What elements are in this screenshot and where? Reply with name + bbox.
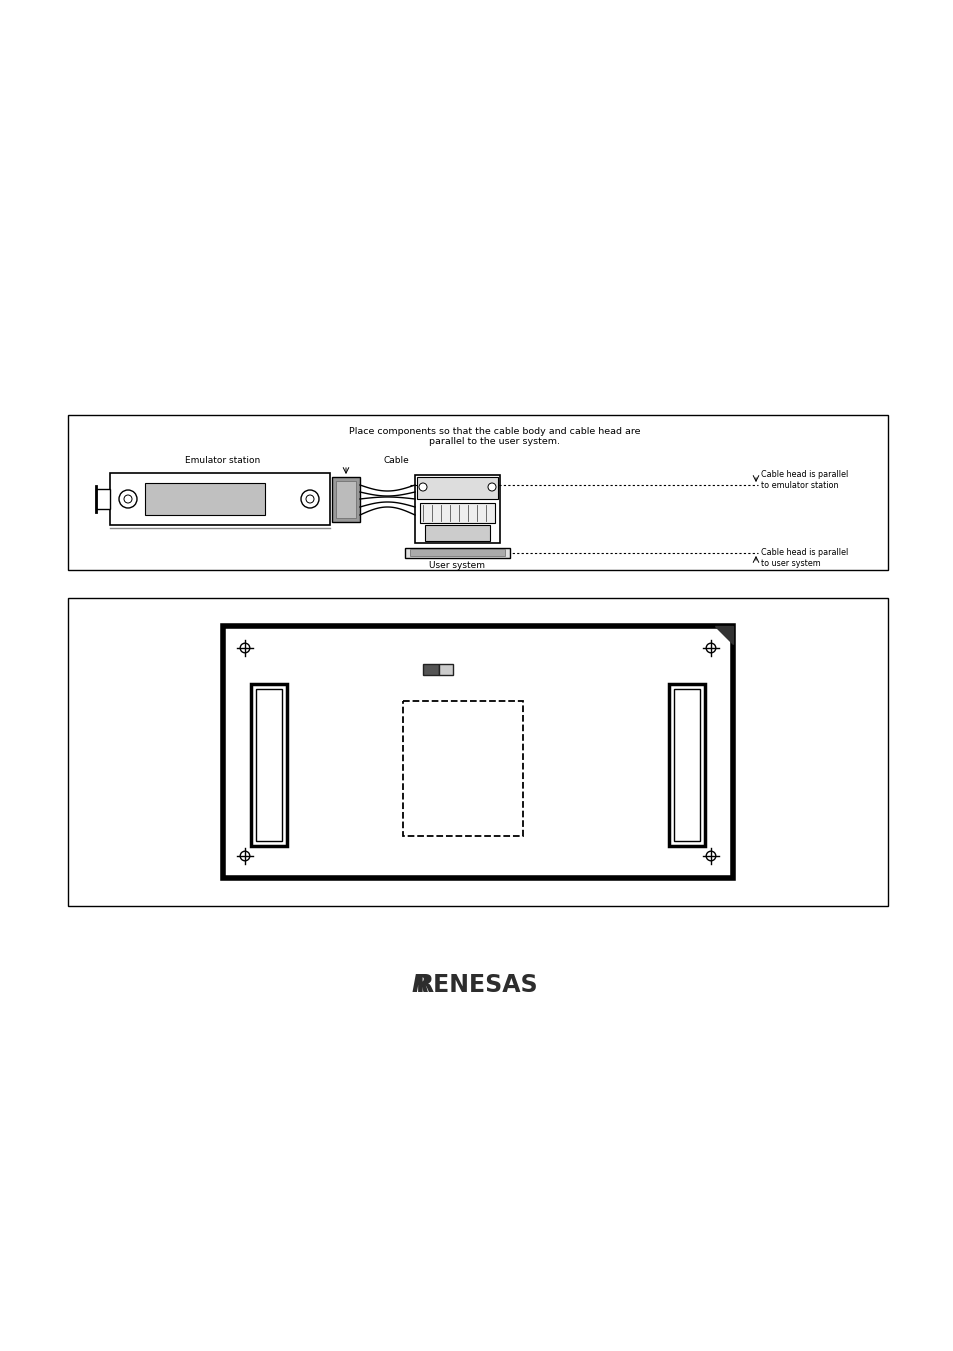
Polygon shape xyxy=(714,626,732,644)
Bar xyxy=(145,484,265,515)
Bar xyxy=(422,663,438,676)
Bar xyxy=(419,503,495,523)
Bar xyxy=(68,415,887,570)
Circle shape xyxy=(119,490,137,508)
Text: RENESAS: RENESAS xyxy=(416,973,537,997)
Bar xyxy=(332,477,359,521)
Circle shape xyxy=(301,490,318,508)
Bar xyxy=(668,684,704,846)
Bar xyxy=(410,549,504,557)
Circle shape xyxy=(124,494,132,503)
Bar xyxy=(673,689,700,842)
Bar xyxy=(424,526,490,540)
Bar xyxy=(223,626,732,878)
Bar xyxy=(251,684,287,846)
Bar xyxy=(405,549,510,558)
Text: Cable: Cable xyxy=(383,457,409,465)
Text: R: R xyxy=(412,973,430,997)
Circle shape xyxy=(306,494,314,503)
Circle shape xyxy=(488,484,496,490)
Text: Emulator station: Emulator station xyxy=(185,457,260,465)
Text: Cable head is parallel
to emulator station: Cable head is parallel to emulator stati… xyxy=(760,470,847,489)
Bar xyxy=(255,689,282,842)
Bar xyxy=(68,598,887,907)
Bar xyxy=(415,476,499,543)
Bar xyxy=(402,701,522,836)
Text: Cable head is parallel
to user system: Cable head is parallel to user system xyxy=(760,549,847,567)
Text: Place components so that the cable body and cable head are
parallel to the user : Place components so that the cable body … xyxy=(348,427,639,446)
Bar xyxy=(110,473,330,526)
Text: User system: User system xyxy=(429,561,484,570)
Bar xyxy=(335,481,355,517)
Bar xyxy=(96,489,110,509)
Bar xyxy=(438,663,453,676)
Bar xyxy=(416,477,497,499)
Circle shape xyxy=(418,484,427,490)
